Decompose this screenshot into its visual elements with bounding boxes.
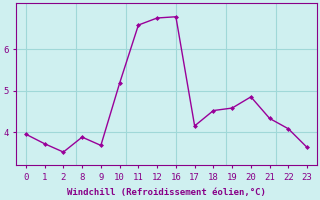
X-axis label: Windchill (Refroidissement éolien,°C): Windchill (Refroidissement éolien,°C): [67, 188, 266, 197]
